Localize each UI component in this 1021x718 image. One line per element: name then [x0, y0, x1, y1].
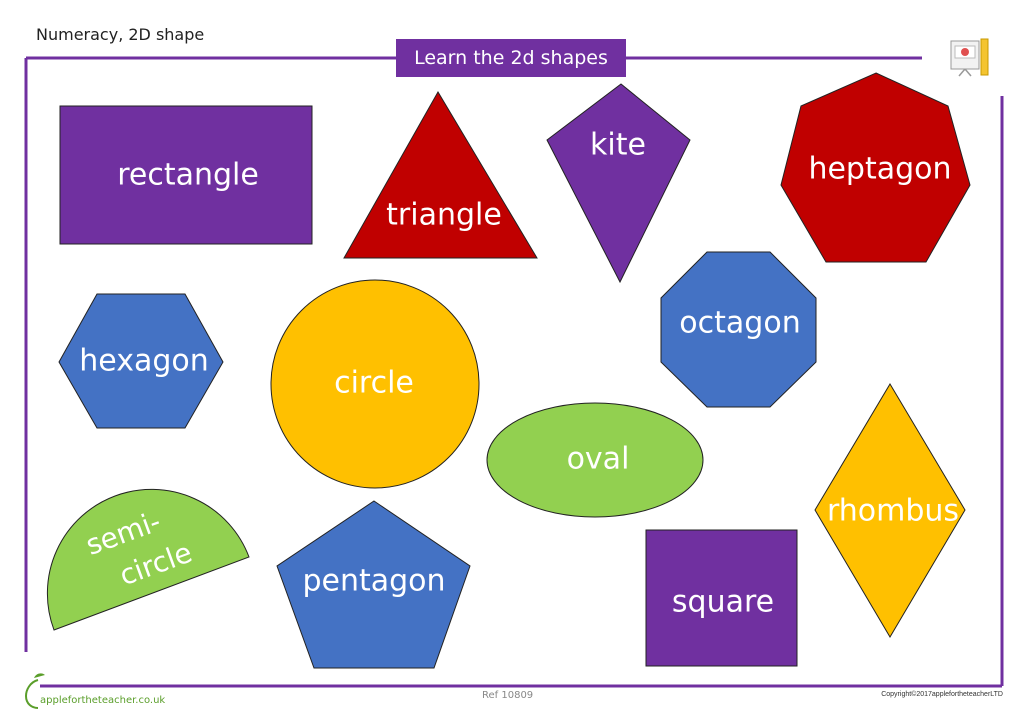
semicircle-shape: semi- circle [46, 488, 250, 631]
presentation-board-icon [950, 38, 989, 77]
circle-label: circle [334, 366, 414, 401]
rectangle-label: rectangle [117, 158, 259, 193]
rectangle-shape: rectangle [59, 105, 313, 245]
rhombus-shape: rhombus [814, 383, 966, 638]
footer-brand[interactable]: applefortheteacher.co.uk [40, 695, 166, 706]
square-shape: square [645, 529, 798, 667]
octagon-label: octagon [679, 306, 800, 341]
octagon-shape: octagon [660, 251, 817, 408]
apple-logo-icon [24, 673, 45, 709]
square-label: square [672, 585, 774, 620]
kite-shape: kite [546, 83, 691, 284]
triangle-label: triangle [386, 198, 502, 233]
hexagon-shape: hexagon [58, 293, 224, 429]
oval-label: oval [567, 442, 630, 477]
title-banner: Learn the 2d shapes [396, 39, 626, 77]
footer-ref: Ref 10809 [482, 690, 534, 701]
pentagon-shape: pentagon [276, 500, 471, 669]
triangle-shape: triangle [343, 91, 538, 259]
kite-label: kite [590, 128, 646, 163]
rhombus-label: rhombus [827, 494, 959, 529]
page-subject: Numeracy, 2D shape [36, 25, 205, 44]
pentagon-label: pentagon [302, 564, 445, 599]
hexagon-label: hexagon [79, 344, 209, 379]
circle-shape: circle [270, 279, 480, 489]
oval-shape: oval [486, 402, 704, 518]
heptagon-label: heptagon [808, 152, 951, 187]
footer-copyright: Copyright©2017applefortheteacherLTD [881, 691, 1003, 698]
heptagon-shape: heptagon [780, 72, 971, 263]
